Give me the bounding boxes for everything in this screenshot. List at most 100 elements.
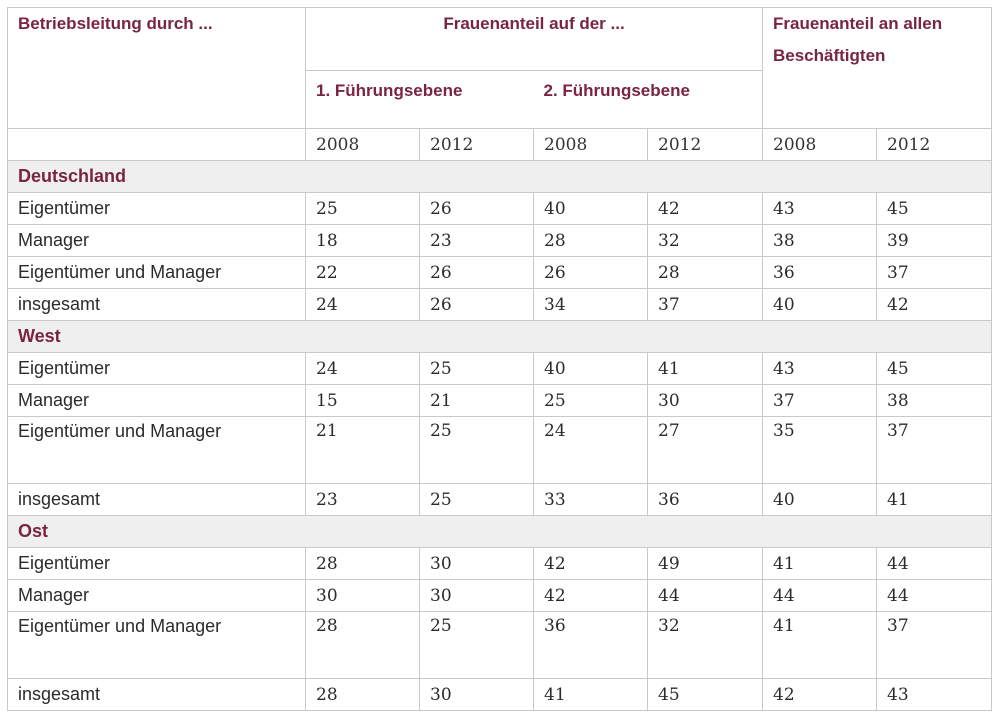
value-cell: 42	[876, 288, 992, 321]
value-cell: 25	[419, 416, 534, 484]
value-cell: 30	[419, 579, 534, 612]
value-cell: 24	[533, 416, 648, 484]
header-betriebsleitung: Betriebsleitung durch ...	[7, 7, 306, 129]
section-west: West Eigentümer 24 25 40 41 43 45 Manage…	[7, 320, 992, 516]
year-cell: 2012	[647, 128, 763, 161]
table-row: Manager 30 30 42 44 44 44	[7, 579, 992, 612]
section-deutschland: Deutschland Eigentümer 25 26 40 42 43 45…	[7, 160, 992, 321]
value-cell: 35	[762, 416, 877, 484]
value-cell: 45	[647, 678, 763, 711]
row-label: insgesamt	[7, 288, 306, 321]
value-cell: 25	[419, 611, 534, 679]
value-cell: 26	[419, 192, 534, 225]
value-cell: 15	[305, 384, 420, 417]
value-cell: 26	[533, 256, 648, 289]
value-cell: 34	[533, 288, 648, 321]
section-title: West	[7, 320, 992, 353]
table-row: Eigentümer 24 25 40 41 43 45	[7, 352, 992, 385]
value-cell: 41	[876, 483, 992, 516]
row-label: Manager	[7, 579, 306, 612]
value-cell: 37	[876, 256, 992, 289]
row-label: Eigentümer	[7, 352, 306, 385]
value-cell: 37	[762, 384, 877, 417]
value-cell: 28	[305, 611, 420, 679]
table-row: Eigentümer 25 26 40 42 43 45	[7, 192, 992, 225]
row-label: Eigentümer und Manager	[7, 611, 306, 679]
value-cell: 40	[533, 192, 648, 225]
row-label: insgesamt	[7, 483, 306, 516]
value-cell: 44	[647, 579, 763, 612]
header-frauenanteil-group: Frauenanteil auf der ...	[305, 7, 763, 71]
year-cell: 2012	[419, 128, 534, 161]
value-cell: 28	[533, 224, 648, 257]
value-cell: 21	[419, 384, 534, 417]
value-cell: 23	[419, 224, 534, 257]
year-cell: 2008	[762, 128, 877, 161]
value-cell: 23	[305, 483, 420, 516]
value-cell: 40	[762, 288, 877, 321]
row-label: insgesamt	[7, 678, 306, 711]
value-cell: 25	[419, 352, 534, 385]
value-cell: 49	[647, 547, 763, 580]
row-label: Eigentümer	[7, 547, 306, 580]
table-row-total: insgesamt 28 30 41 45 42 43	[7, 678, 992, 711]
value-cell: 21	[305, 416, 420, 484]
value-cell: 37	[647, 288, 763, 321]
row-label: Manager	[7, 384, 306, 417]
value-cell: 27	[647, 416, 763, 484]
section-title: Ost	[7, 515, 992, 548]
value-cell: 32	[647, 611, 763, 679]
row-label: Eigentümer	[7, 192, 306, 225]
value-cell: 44	[762, 579, 877, 612]
value-cell: 43	[762, 352, 877, 385]
year-cell: 2008	[305, 128, 420, 161]
value-cell: 25	[533, 384, 648, 417]
value-cell: 42	[533, 547, 648, 580]
value-cell: 37	[876, 416, 992, 484]
value-cell: 45	[876, 352, 992, 385]
header-erste-fuehrungsebene: 1. Führungsebene	[305, 70, 534, 129]
value-cell: 38	[762, 224, 877, 257]
row-label: Eigentümer und Manager	[7, 256, 306, 289]
value-cell: 45	[876, 192, 992, 225]
section-title: Deutschland	[7, 160, 992, 193]
value-cell: 32	[647, 224, 763, 257]
value-cell: 26	[419, 256, 534, 289]
value-cell: 28	[305, 547, 420, 580]
value-cell: 30	[419, 678, 534, 711]
year-row-blank	[7, 128, 306, 161]
header-frauenanteil-gesamt: Frauenanteil an allen Beschäftigten	[762, 7, 992, 129]
year-cell: 2008	[533, 128, 648, 161]
value-cell: 30	[305, 579, 420, 612]
value-cell: 43	[876, 678, 992, 711]
header-zweite-fuehrungsebene: 2. Führungsebene	[533, 70, 763, 129]
table-row: Manager 15 21 25 30 37 38	[7, 384, 992, 417]
value-cell: 40	[533, 352, 648, 385]
value-cell: 25	[305, 192, 420, 225]
value-cell: 36	[533, 611, 648, 679]
value-cell: 37	[876, 611, 992, 679]
value-cell: 28	[647, 256, 763, 289]
value-cell: 42	[647, 192, 763, 225]
row-label: Manager	[7, 224, 306, 257]
value-cell: 33	[533, 483, 648, 516]
value-cell: 28	[305, 678, 420, 711]
table-row-total: insgesamt 24 26 34 37 40 42	[7, 288, 992, 321]
value-cell: 26	[419, 288, 534, 321]
value-cell: 24	[305, 288, 420, 321]
women-share-table: Betriebsleitung durch ... Frauenanteil a…	[7, 7, 992, 711]
value-cell: 43	[762, 192, 877, 225]
value-cell: 30	[647, 384, 763, 417]
year-cell: 2012	[876, 128, 992, 161]
value-cell: 25	[419, 483, 534, 516]
value-cell: 42	[533, 579, 648, 612]
table-row: Eigentümer und Manager 21 25 24 27 35 37	[7, 416, 992, 484]
value-cell: 40	[762, 483, 877, 516]
table-row-total: insgesamt 23 25 33 36 40 41	[7, 483, 992, 516]
value-cell: 41	[762, 611, 877, 679]
value-cell: 18	[305, 224, 420, 257]
table-header: Betriebsleitung durch ... Frauenanteil a…	[7, 7, 992, 161]
value-cell: 36	[762, 256, 877, 289]
year-row: 2008 2012 2008 2012 2008 2012	[7, 128, 992, 161]
value-cell: 39	[876, 224, 992, 257]
